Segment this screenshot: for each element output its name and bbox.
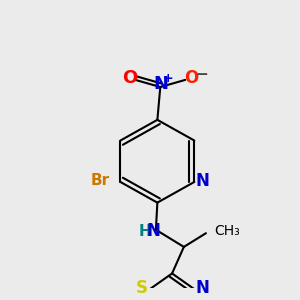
Text: N: N xyxy=(146,222,160,240)
Text: N: N xyxy=(196,172,209,190)
Text: Br: Br xyxy=(91,173,110,188)
Text: O: O xyxy=(184,69,198,87)
Text: O: O xyxy=(122,69,138,87)
Text: N: N xyxy=(153,75,168,93)
Text: S: S xyxy=(136,279,148,297)
Text: N: N xyxy=(196,279,209,297)
Text: H: H xyxy=(138,224,151,239)
Text: +: + xyxy=(162,72,173,85)
Text: CH₃: CH₃ xyxy=(214,224,240,238)
Text: −: − xyxy=(195,67,208,82)
